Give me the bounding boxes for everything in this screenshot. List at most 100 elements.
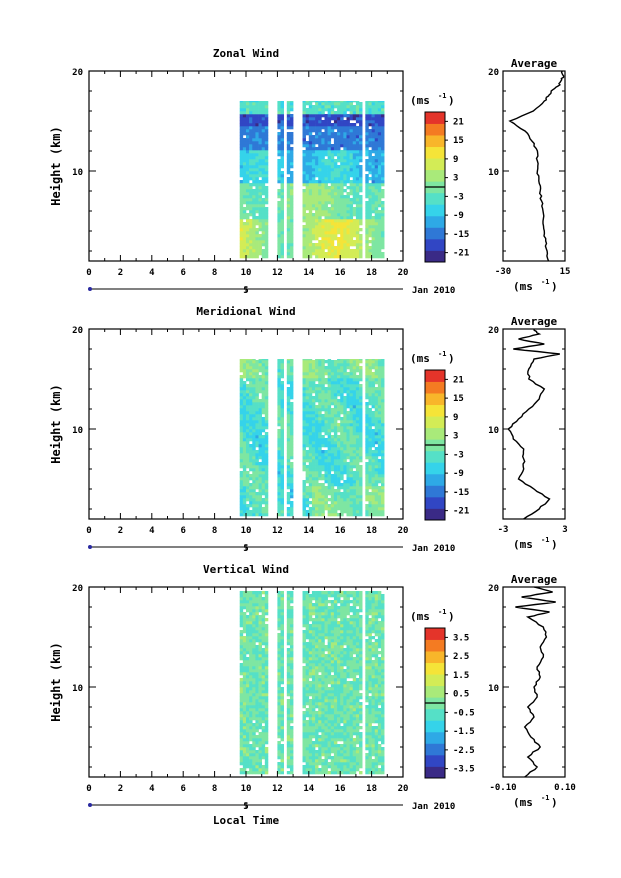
heatmap-cell xyxy=(303,441,306,444)
heatmap-cell xyxy=(375,453,378,456)
heatmap-cell xyxy=(281,360,284,363)
heatmap-cell xyxy=(375,405,378,408)
heatmap-cell xyxy=(262,207,265,210)
heatmap-cell xyxy=(368,165,371,168)
heatmap-cell xyxy=(265,135,268,138)
heatmap-cell xyxy=(321,114,324,117)
heatmap-cell xyxy=(353,504,356,507)
heatmap-cell xyxy=(243,441,246,444)
heatmap-cell xyxy=(281,381,284,384)
heatmap-cell xyxy=(356,105,359,108)
heatmap-cell xyxy=(321,363,324,366)
heatmap-cell xyxy=(303,729,306,732)
heatmap-cell xyxy=(306,195,309,198)
heatmap-cell xyxy=(346,201,349,204)
heatmap-cell xyxy=(290,198,293,201)
heatmap-cell xyxy=(368,189,371,192)
heatmap-cell xyxy=(353,423,356,426)
profile-frame xyxy=(503,71,565,261)
heatmap-cell xyxy=(290,504,293,507)
colorbar-band xyxy=(425,158,445,170)
heatmap-cell xyxy=(262,363,265,366)
heatmap-cell xyxy=(309,456,312,459)
heatmap-cell xyxy=(372,159,375,162)
heatmap-cell xyxy=(259,435,262,438)
heatmap-cell xyxy=(340,369,343,372)
heatmap-cell xyxy=(343,252,346,255)
heatmap-cell xyxy=(350,408,353,411)
heatmap-cell xyxy=(378,468,381,471)
heatmap-cell xyxy=(378,153,381,156)
heatmap-cell xyxy=(306,132,309,135)
heatmap-cell xyxy=(381,129,384,132)
heatmap-cell xyxy=(290,420,293,423)
heatmap-cell xyxy=(259,735,262,738)
heatmap-cell xyxy=(246,138,249,141)
heatmap-cell xyxy=(312,213,315,216)
heatmap-cell xyxy=(246,627,249,630)
heatmap-cell xyxy=(359,435,362,438)
heatmap-cell xyxy=(346,438,349,441)
heatmap-cell xyxy=(259,642,262,645)
heatmap-cell xyxy=(255,627,258,630)
heatmap-cell xyxy=(281,690,284,693)
heatmap-cell xyxy=(350,359,353,360)
heatmap-cell xyxy=(262,735,265,738)
heatmap-cell xyxy=(287,771,290,774)
heatmap-cell xyxy=(255,237,258,240)
heatmap-cell xyxy=(340,408,343,411)
heatmap-cell xyxy=(277,207,280,210)
heatmap-cell xyxy=(312,150,315,153)
heatmap-cell xyxy=(243,411,246,414)
heatmap-cell xyxy=(328,159,331,162)
heatmap-cell xyxy=(346,366,349,369)
heatmap-cell xyxy=(325,216,328,219)
heatmap-cell xyxy=(328,177,331,180)
heatmap-cell xyxy=(359,102,362,105)
heatmap-cell xyxy=(306,627,309,630)
heatmap-cell xyxy=(325,492,328,495)
heatmap-cell xyxy=(246,141,249,144)
heatmap-cell xyxy=(375,105,378,108)
heatmap-cell xyxy=(368,462,371,465)
heatmap-cell xyxy=(287,363,290,366)
heatmap-cell xyxy=(359,456,362,459)
heatmap-cell xyxy=(306,441,309,444)
heatmap-cell xyxy=(249,759,252,762)
heatmap-cell xyxy=(255,381,258,384)
heatmap-cell xyxy=(378,108,381,111)
heatmap-cell xyxy=(287,171,290,174)
heatmap-cell xyxy=(243,501,246,504)
heatmap-cell xyxy=(325,495,328,498)
heatmap-cell xyxy=(265,138,268,141)
heatmap-cell xyxy=(331,150,334,153)
heatmap-cell xyxy=(328,129,331,132)
heatmap-cell xyxy=(368,156,371,159)
heatmap-cell xyxy=(303,624,306,627)
heatmap-cell xyxy=(315,414,318,417)
heatmap-cell xyxy=(277,441,280,444)
heatmap-cell xyxy=(287,441,290,444)
heatmap-cell xyxy=(277,408,280,411)
heatmap-cell xyxy=(318,213,321,216)
heatmap-cell xyxy=(315,102,318,105)
heatmap-cell xyxy=(255,657,258,660)
heatmap-cell xyxy=(262,375,265,378)
heatmap-cell xyxy=(255,432,258,435)
heatmap-cell xyxy=(381,207,384,210)
heatmap-cell xyxy=(337,495,340,498)
heatmap-cell xyxy=(309,255,312,258)
heatmap-cell xyxy=(262,168,265,171)
heatmap-cell xyxy=(290,471,293,474)
heatmap-cell xyxy=(277,735,280,738)
heatmap-cell xyxy=(277,501,280,504)
heatmap-cell xyxy=(318,132,321,135)
heatmap-cell xyxy=(281,720,284,723)
heatmap-cell xyxy=(309,189,312,192)
heatmap-cell xyxy=(334,459,337,462)
heatmap-cell xyxy=(372,132,375,135)
heatmap-cell xyxy=(240,237,243,240)
heatmap-cell xyxy=(277,177,280,180)
heatmap-cell xyxy=(346,165,349,168)
heatmap-cell xyxy=(337,414,340,417)
